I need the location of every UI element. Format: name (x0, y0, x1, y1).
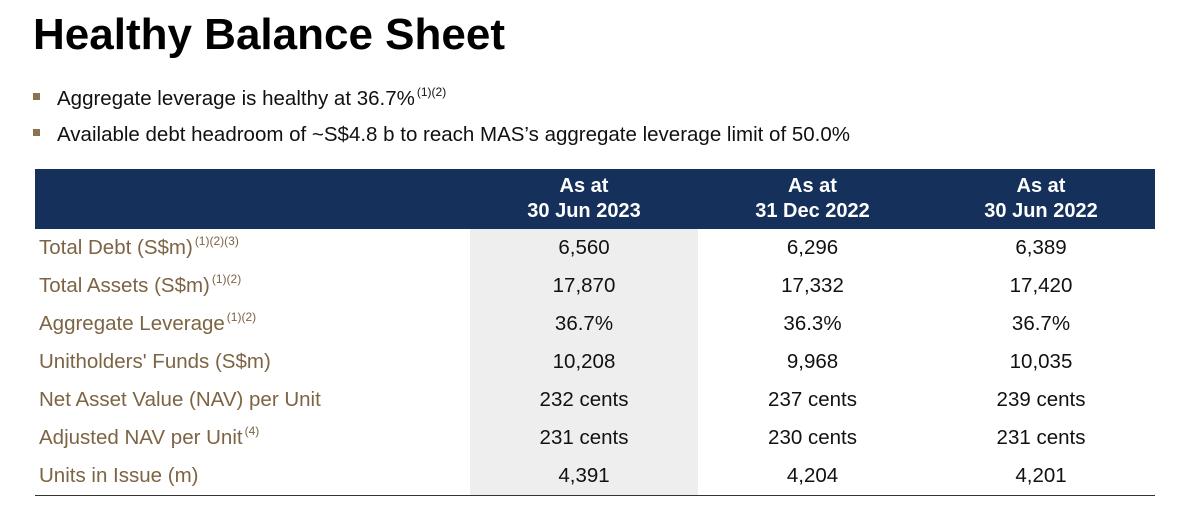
row-label: Units in Issue (m) (35, 457, 470, 496)
row-label: Total Debt (S$m) (1)(2)(3) (35, 229, 470, 267)
table-cell: 10,035 (1009, 350, 1073, 373)
table-row: Units in Issue (m) 4,391 4,204 4,201 (35, 457, 1155, 496)
bullet-text: Available debt headroom of ~S$4.8 b to r… (57, 123, 850, 147)
table-cell: 231 cents (470, 419, 698, 457)
header-label-cell (35, 169, 470, 229)
row-label-text: Units in Issue (m) (39, 464, 199, 487)
row-label-text: Net Asset Value (NAV) per Unit (39, 388, 321, 411)
footnote-ref: (1)(2) (416, 85, 447, 99)
column-header-line1: As at (788, 175, 837, 197)
row-label-text: Unitholders' Funds (S$m) (39, 350, 271, 373)
table-row: Adjusted NAV per Unit (4) 231 cents 230 c… (35, 419, 1155, 457)
row-label: Net Asset Value (NAV) per Unit (35, 381, 470, 419)
table-cell: 239 cents (996, 388, 1086, 411)
column-header: As at 30 Jun 2023 (470, 169, 698, 229)
footnote-ref: (1)(2) (226, 310, 257, 324)
table-cell: 4,204 (698, 457, 927, 496)
table-row: Net Asset Value (NAV) per Unit 232 cents… (35, 381, 1155, 419)
row-label-text: Aggregate Leverage (39, 312, 225, 335)
row-label: Total Assets (S$m) (1)(2) (35, 267, 470, 305)
column-header-line1: As at (559, 175, 609, 197)
table-cell: 231 cents (996, 426, 1086, 449)
table-cell: 9,968 (786, 350, 839, 373)
table-cell: 36.3% (783, 312, 842, 335)
bullet-text: Aggregate leverage is healthy at 36.7% (1… (57, 85, 447, 111)
row-label: Aggregate Leverage (1)(2) (35, 305, 470, 343)
row-label-text: Total Debt (S$m) (39, 236, 193, 259)
row-label: Unitholders' Funds (S$m) (35, 343, 470, 381)
table-body: Total Debt (S$m) (1)(2)(3) 6,560 6,296 6,… (35, 229, 1155, 496)
table-cell: 4,201 (927, 457, 1155, 496)
table-header: As at 30 Jun 2023 As at 31 Dec 2022 As at 3… (35, 169, 1155, 229)
table-cell: 36.7% (1011, 312, 1071, 335)
column-header: As at 30 Jun 2022 (927, 169, 1155, 229)
footnote-ref: (4) (244, 424, 260, 438)
square-bullet-icon (33, 93, 40, 100)
column-header-date: 31 Dec 2022 (755, 200, 870, 222)
table-cell: 6,296 (786, 236, 839, 259)
table-cell: 17,420 (1009, 274, 1073, 297)
table-cell: 17,870 (470, 267, 698, 305)
table-cell: 4,391 (470, 457, 698, 496)
table-row: Aggregate Leverage (1)(2) 36.7% 36.3% 36.… (35, 305, 1155, 343)
table-cell: 36.7% (470, 305, 698, 343)
column-header-line1: As at (1016, 175, 1066, 197)
footnote-ref: (1)(2) (211, 272, 242, 286)
column-header: As at 31 Dec 2022 (698, 169, 927, 229)
table-cell: 232 cents (470, 381, 698, 419)
table-cell: 10,208 (470, 343, 698, 381)
column-header-date: 30 Jun 2022 (984, 200, 1098, 222)
table-row: Unitholders' Funds (S$m) 10,208 9,968 10… (35, 343, 1155, 381)
row-label-text: Total Assets (S$m) (39, 274, 210, 297)
bullet-text-content: Aggregate leverage is healthy at 36.7% (57, 87, 415, 110)
row-label-text: Adjusted NAV per Unit (39, 426, 243, 449)
square-bullet-icon (33, 129, 40, 136)
table-header-row: As at 30 Jun 2023 As at 31 Dec 2022 As at 3… (35, 169, 1155, 229)
table-cell: 230 cents (768, 426, 857, 449)
balance-sheet-table-container: As at 30 Jun 2023 As at 31 Dec 2022 As at 3… (35, 169, 1155, 496)
footnote-ref: (1)(2)(3) (194, 234, 239, 248)
table-cell: 17,332 (781, 274, 844, 297)
bullet-text-content: Available debt headroom of ~S$4.8 b to r… (57, 123, 850, 146)
balance-sheet-table: As at 30 Jun 2023 As at 31 Dec 2022 As at 3… (35, 169, 1155, 496)
table-row: Total Debt (S$m) (1)(2)(3) 6,560 6,296 6,… (35, 229, 1155, 267)
table-cell: 6,389 (1015, 236, 1067, 259)
column-header-date: 30 Jun 2023 (527, 200, 641, 222)
page-title: Healthy Balance Sheet (33, 10, 505, 59)
table-cell: 6,560 (470, 229, 698, 267)
table-row: Total Assets (S$m) (1)(2) 17,870 17,332 1… (35, 267, 1155, 305)
table-cell: 237 cents (768, 388, 857, 411)
row-label: Adjusted NAV per Unit (4) (35, 419, 470, 457)
